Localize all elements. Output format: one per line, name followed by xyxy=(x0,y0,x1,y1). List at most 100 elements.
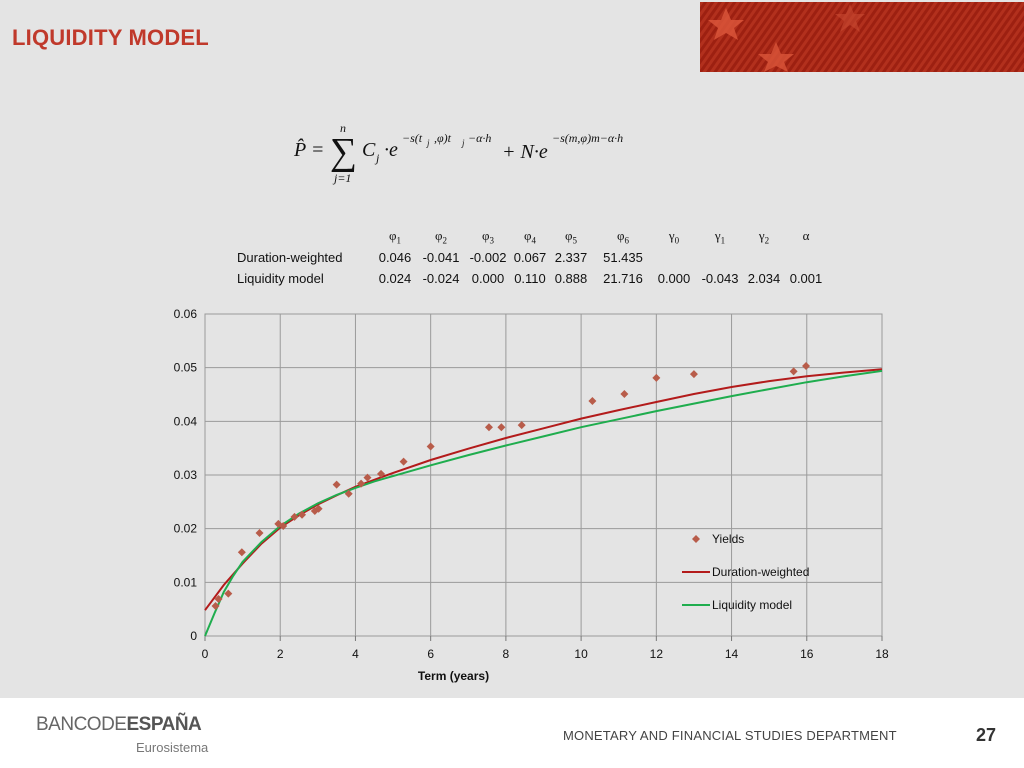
formula-term1-sub: j xyxy=(374,151,380,165)
star-icon xyxy=(758,42,794,72)
x-tick-label: 2 xyxy=(277,647,284,661)
department-name: MONETARY AND FINANCIAL STUDIES DEPARTMEN… xyxy=(563,728,897,743)
param-header-5: φ6 xyxy=(616,228,629,246)
yield-point xyxy=(214,594,223,603)
legend-label: Liquidity model xyxy=(712,598,792,612)
formula-sum-top: n xyxy=(340,121,346,135)
formula-term1-exp-tail: −α·h xyxy=(468,131,491,145)
yield-point xyxy=(377,469,386,478)
liquidity-formula: P̂ = n ∑ j=1 C j ·e −s(t j ,φ)t j −α·h +… xyxy=(290,118,670,188)
param-header-3: φ4 xyxy=(523,228,536,246)
param-value: 2.034 xyxy=(747,271,781,286)
yield-point xyxy=(620,389,629,398)
yield-point xyxy=(344,489,353,498)
legend-label: Duration-weighted xyxy=(712,565,809,579)
series-line-duration-weighted xyxy=(204,368,883,611)
yield-point xyxy=(588,396,597,405)
yield-point xyxy=(255,528,264,537)
footer: BANCODEESPAÑA Eurosistema MONETARY AND F… xyxy=(0,698,1024,768)
star-icon xyxy=(708,8,744,40)
legend-label: Yields xyxy=(712,532,744,546)
yield-point xyxy=(689,370,698,379)
legend-marker xyxy=(692,535,700,543)
x-tick-label: 16 xyxy=(800,647,814,661)
yield-point xyxy=(399,457,408,466)
yield-point xyxy=(802,362,811,371)
formula-e1: ·e xyxy=(384,139,398,161)
yield-point xyxy=(484,423,493,432)
y-tick-label: 0.02 xyxy=(174,522,198,536)
yield-point xyxy=(237,548,246,557)
yield-curve-chart: 0 0.01 0.02 0.03 0.04 0.05 0.06 0 2 4 6 8 10 12 14 16 18… xyxy=(174,307,889,683)
param-value: 2.337 xyxy=(554,250,588,265)
bank-logo: BANCODEESPAÑA xyxy=(36,714,202,735)
param-header-4: φ5 xyxy=(564,228,577,246)
param-value: 0.024 xyxy=(378,271,412,286)
param-value: 0.046 xyxy=(378,250,412,265)
param-header-0: φ1 xyxy=(388,228,401,246)
param-value: -0.002 xyxy=(469,250,507,265)
parameter-table: φ1 φ2 φ3 φ4 φ5 φ6 γ0 γ1 γ2 α Duration-weighted 0.04… xyxy=(230,226,850,290)
param-value: 0.067 xyxy=(513,250,547,265)
yield-point xyxy=(426,442,435,451)
param-value: 21.716 xyxy=(603,271,643,286)
x-tick-label: 14 xyxy=(725,647,739,661)
x-tick-label: 8 xyxy=(503,647,510,661)
yield-point xyxy=(357,479,366,488)
formula-term1-exp-rest: ,φ)t xyxy=(434,131,452,145)
param-row-label: Liquidity model xyxy=(237,271,324,286)
formula-term1-exp: −s(t xyxy=(402,131,423,145)
param-header-8: γ2 xyxy=(758,228,770,246)
y-tick-label: 0.06 xyxy=(174,307,198,321)
formula-term1-base: C xyxy=(362,139,376,161)
formula-term1-exp-sub2: j xyxy=(461,138,465,148)
page-number: 27 xyxy=(976,725,997,745)
param-value: 0.001 xyxy=(789,271,823,286)
x-tick-label: 6 xyxy=(427,647,434,661)
yield-point xyxy=(290,512,299,521)
param-value: 0.110 xyxy=(514,271,546,286)
param-value: 51.435 xyxy=(603,250,643,265)
yield-point xyxy=(314,504,323,513)
yield-point xyxy=(298,510,307,519)
yield-point xyxy=(332,480,341,489)
yield-point xyxy=(497,423,506,432)
banner-image xyxy=(700,2,1024,72)
x-axis-label: Term (years) xyxy=(418,669,489,683)
logo-subtitle: Eurosistema xyxy=(136,740,209,755)
formula-term2-exp: −s(m,φ)m−α·h xyxy=(552,131,623,145)
yield-point xyxy=(224,589,233,598)
yield-point xyxy=(211,601,220,610)
sum-icon: ∑ xyxy=(330,131,357,173)
y-tick-label: 0.03 xyxy=(174,468,198,482)
x-tick-label: 12 xyxy=(650,647,664,661)
x-tick-label: 0 xyxy=(202,647,209,661)
param-header-2: φ3 xyxy=(481,228,494,246)
yield-point xyxy=(789,367,798,376)
param-value: -0.024 xyxy=(422,271,460,286)
param-value: 0.000 xyxy=(471,271,505,286)
x-tick-label: 18 xyxy=(875,647,889,661)
param-value: 0.000 xyxy=(657,271,691,286)
param-header-9: α xyxy=(802,228,810,243)
formula-term1-exp-sub: j xyxy=(426,138,430,148)
y-tick-label: 0 xyxy=(190,629,197,643)
yield-point xyxy=(363,473,372,482)
series-line-liquidity-model xyxy=(204,369,883,637)
y-tick-label: 0.05 xyxy=(174,361,198,375)
formula-lhs: P̂ = xyxy=(293,138,324,161)
formula-sum-bottom: j=1 xyxy=(332,171,351,185)
param-header-6: γ0 xyxy=(668,228,680,246)
param-value: -0.043 xyxy=(701,271,739,286)
slide-area: LIQUIDITY MODEL P̂ = n ∑ j=1 C j ·e −s(t… xyxy=(0,0,1024,698)
yield-point xyxy=(279,521,288,530)
formula-plus-term: + N·e xyxy=(502,141,548,163)
param-header-1: φ2 xyxy=(434,228,447,246)
param-row-label: Duration-weighted xyxy=(237,250,343,265)
yield-point xyxy=(652,373,661,382)
param-value: -0.041 xyxy=(422,250,460,265)
y-tick-label: 0.04 xyxy=(174,414,198,428)
param-header-7: γ1 xyxy=(714,228,726,246)
y-tick-label: 0.01 xyxy=(174,575,198,589)
x-tick-label: 4 xyxy=(352,647,359,661)
